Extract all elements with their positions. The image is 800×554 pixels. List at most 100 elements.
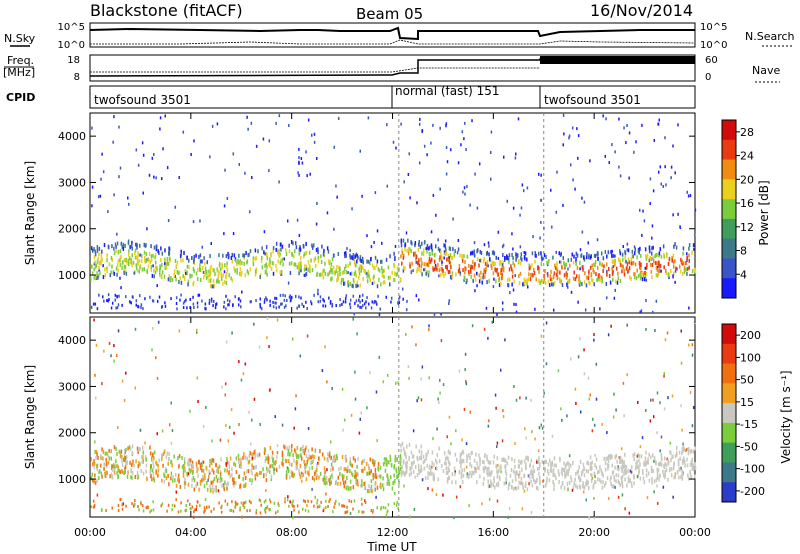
data-cell (630, 261, 633, 266)
data-cell (273, 470, 275, 475)
data-cell (313, 477, 316, 482)
data-cell (217, 274, 220, 279)
data-cell (304, 463, 306, 468)
data-cell (612, 484, 615, 489)
data-cell (593, 333, 595, 337)
data-cell (476, 284, 478, 288)
data-cell (649, 177, 652, 181)
data-cell (471, 450, 473, 455)
data-cell (240, 305, 242, 309)
data-cell (205, 481, 208, 486)
data-cell (614, 262, 616, 267)
data-cell (142, 509, 145, 513)
data-cell (539, 463, 541, 468)
data-cell (448, 415, 451, 419)
data-cell (415, 444, 417, 449)
data-cell (479, 458, 481, 463)
data-cell (323, 466, 326, 471)
data-cell (649, 202, 651, 206)
data-cell (603, 483, 606, 488)
data-cell (397, 381, 399, 385)
data-cell (146, 477, 148, 482)
data-cell (255, 511, 257, 515)
data-cell (591, 465, 593, 470)
data-cell (311, 243, 313, 248)
data-cell (323, 507, 325, 511)
data-cell (404, 471, 406, 476)
data-cell (192, 282, 194, 287)
data-cell (556, 270, 558, 275)
data-cell (520, 476, 523, 481)
data-cell (411, 325, 413, 329)
data-cell (325, 499, 327, 503)
data-cell (134, 498, 136, 502)
data-cell (296, 460, 298, 465)
data-cell (437, 262, 439, 267)
data-cell (407, 172, 410, 176)
data-cell (386, 473, 388, 478)
data-cell (436, 267, 438, 272)
data-cell (323, 248, 325, 253)
data-cell (144, 441, 146, 445)
data-cell (269, 445, 272, 450)
data-cell (366, 471, 368, 476)
data-cell (544, 281, 547, 286)
data-cell (171, 463, 173, 468)
data-cell (571, 252, 574, 257)
data-cell (191, 470, 194, 475)
data-cell (177, 477, 179, 482)
data-cell (552, 308, 555, 312)
data-cell (148, 258, 150, 263)
data-cell (113, 464, 116, 469)
data-cell (565, 462, 567, 467)
data-cell (269, 299, 271, 303)
data-cell (332, 466, 334, 471)
data-cell (382, 380, 385, 384)
data-cell (345, 467, 347, 472)
data-cell (433, 312, 436, 316)
data-cell (595, 362, 598, 366)
data-cell (445, 248, 447, 253)
data-cell (423, 459, 426, 464)
data-cell (239, 271, 241, 276)
data-cell (98, 265, 100, 270)
data-cell (288, 261, 291, 266)
data-cell (275, 241, 278, 246)
data-cell (605, 117, 607, 121)
data-cell (501, 266, 504, 271)
data-cell (320, 260, 323, 265)
data-cell (483, 460, 485, 465)
data-cell (384, 457, 387, 462)
data-cell (355, 480, 357, 485)
data-cell (133, 503, 135, 507)
data-cell (565, 271, 568, 276)
data-cell (134, 251, 136, 256)
data-cell (199, 253, 202, 258)
data-cell (221, 265, 223, 270)
data-cell (551, 462, 553, 467)
data-cell (396, 500, 399, 504)
data-cell (174, 504, 176, 508)
data-cell (404, 451, 407, 456)
data-cell (344, 297, 347, 301)
data-cell (560, 407, 562, 411)
data-cell (182, 130, 185, 134)
data-cell (354, 458, 357, 463)
data-cell (327, 452, 329, 457)
data-cell (578, 282, 581, 287)
data-cell (361, 483, 363, 488)
data-cell (561, 472, 564, 477)
data-cell (264, 506, 267, 510)
colorbar-segment (722, 343, 736, 365)
data-cell (332, 459, 334, 464)
data-cell (225, 272, 228, 277)
data-cell (358, 431, 361, 435)
data-cell (343, 484, 346, 489)
data-cell (231, 259, 234, 264)
data-cell (124, 243, 126, 248)
data-cell (427, 273, 430, 278)
data-cell (303, 252, 306, 257)
data-cell (95, 396, 97, 400)
data-cell (649, 262, 652, 267)
data-cell (495, 406, 497, 410)
